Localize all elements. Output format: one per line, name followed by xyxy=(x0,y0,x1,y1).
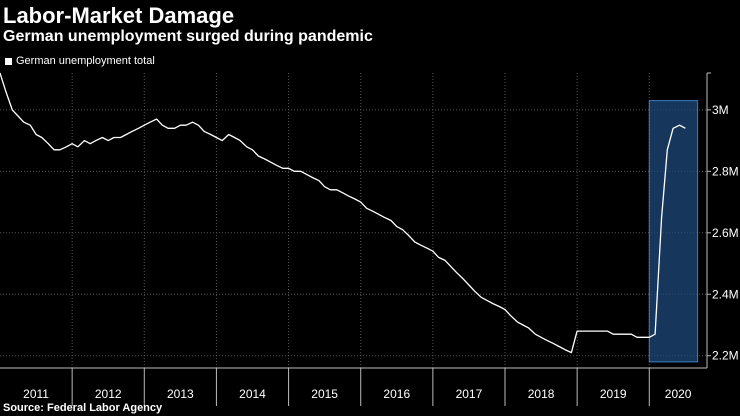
legend: German unemployment total xyxy=(5,55,155,67)
x-tick-label: 2014 xyxy=(239,387,266,401)
x-tick-label: 2016 xyxy=(383,387,410,401)
series-line-unemployment xyxy=(0,72,686,354)
y-tick-label: 2.4M xyxy=(712,287,739,301)
x-tick-label: 2012 xyxy=(95,387,122,401)
y-tick-label: 3M xyxy=(712,103,729,117)
y-tick-label: 2.2M xyxy=(712,349,739,363)
x-tick-label: 2019 xyxy=(600,387,627,401)
x-tick-label: 2015 xyxy=(311,387,338,401)
chart-title: Labor-Market Damage xyxy=(3,3,235,28)
chart-subtitle: German unemployment surged during pandem… xyxy=(3,28,373,45)
y-tick-label: 2.6M xyxy=(712,226,739,240)
x-tick-label: 2018 xyxy=(528,387,555,401)
legend-swatch xyxy=(5,57,12,65)
x-tick-label: 2013 xyxy=(167,387,194,401)
highlight-box xyxy=(648,100,699,363)
source-note: Source: Federal Labor Agency xyxy=(3,402,163,414)
x-tick-label: 2011 xyxy=(23,387,49,401)
legend-label: German unemployment total xyxy=(16,55,155,67)
x-tick-label: 2017 xyxy=(456,387,483,401)
x-tick-label: 2020 xyxy=(665,387,692,401)
y-tick-label: 2.8M xyxy=(712,164,739,178)
